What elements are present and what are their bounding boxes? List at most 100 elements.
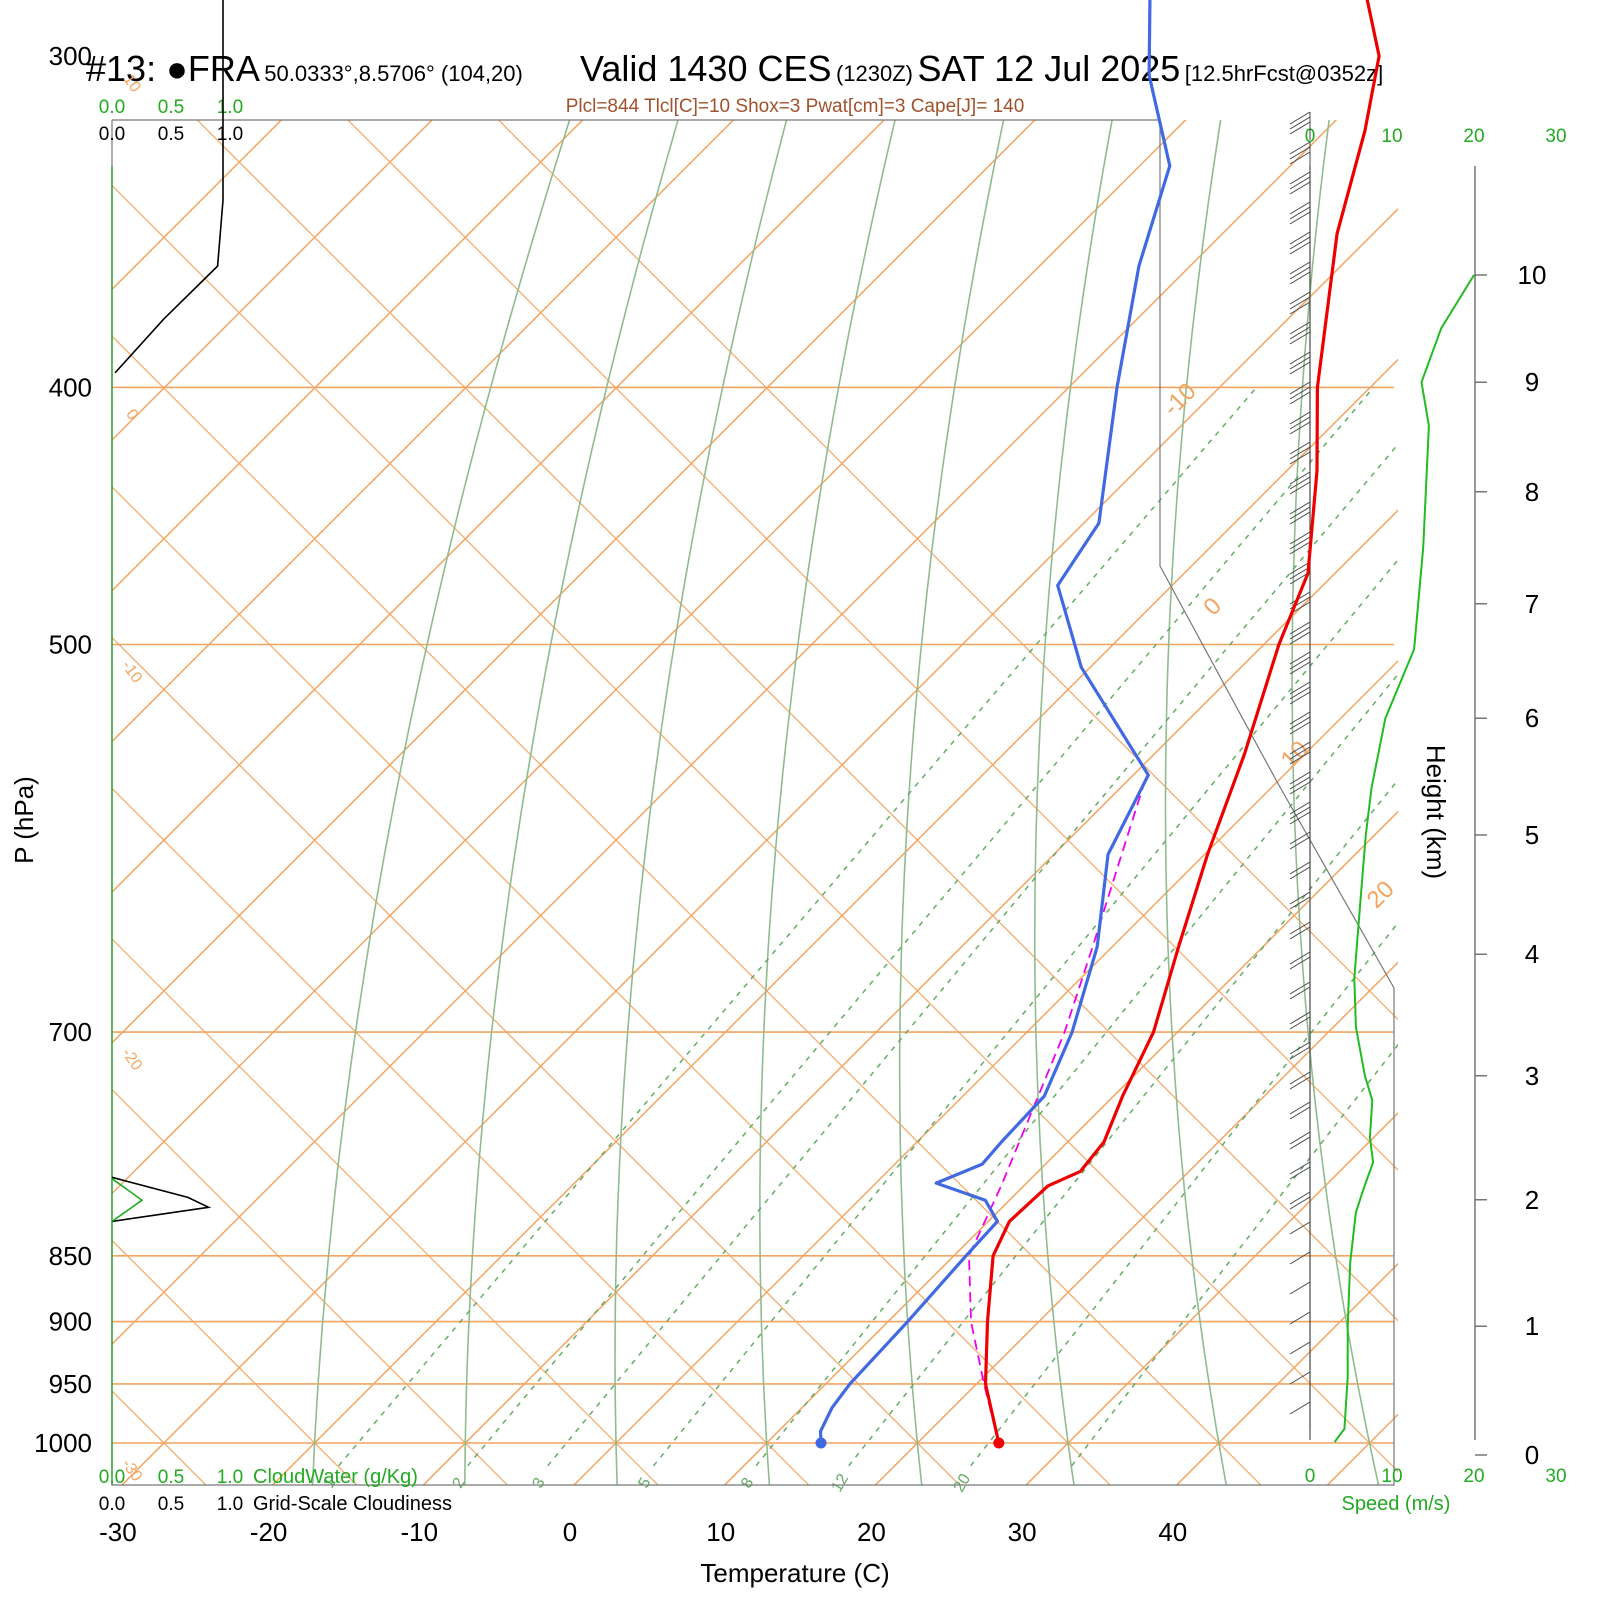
wind-barb-flag [1289, 861, 1311, 875]
wind-barb-flag [1289, 146, 1311, 160]
wind-barb-flag [1289, 1011, 1311, 1025]
wind-barb-flag [1289, 206, 1311, 220]
wind-barb-flag [1289, 781, 1311, 795]
wind-barb-flag [1289, 981, 1311, 995]
wind-barb-flag [1289, 776, 1311, 790]
y-tick-label: 500 [49, 630, 92, 660]
isotherm-line [120, 207, 1398, 1485]
forecast-info: [12.5hrFcst@0352z] [1184, 61, 1384, 86]
wind-barb-flag [1289, 261, 1311, 275]
dry-adiabat-line [464, 120, 679, 1485]
wind-barb-flag [1289, 481, 1311, 495]
wind-barb-flag [1289, 866, 1311, 880]
wind-barb-flag [1289, 301, 1311, 315]
wind-barb-flag [1289, 1106, 1311, 1120]
dewpoint-surface-point [815, 1437, 827, 1449]
speed-tick-label-top: 20 [1463, 126, 1484, 147]
isotherm-line [422, 509, 1398, 1485]
wind-barb-flag [1289, 1161, 1311, 1175]
wind-barb-flag [1289, 681, 1311, 695]
wind-barb-flag [1289, 121, 1311, 135]
height-tick-label: 5 [1525, 820, 1539, 850]
isentrope-line [196, 120, 1398, 1322]
speed-tick-label-bottom: 10 [1381, 1466, 1402, 1487]
wind-barb-flag [1289, 181, 1311, 195]
cloudwater-tick-top: 0.5 [158, 97, 184, 118]
wind-barbs [1289, 111, 1311, 1430]
wind-barb-flag [1289, 211, 1311, 225]
height-tick-label: 0 [1525, 1440, 1539, 1470]
mixing-ratio-line [970, 921, 1398, 1467]
isotherm-line [112, 120, 1036, 1044]
wind-barb-flag [1289, 1196, 1311, 1210]
wind-barb-flag [1289, 656, 1311, 670]
wind-barb-flag [1289, 416, 1311, 430]
dry-adiabat-line [311, 120, 571, 1485]
isotherm-label: -20 [118, 1045, 145, 1074]
wind-barb-flag [1289, 321, 1311, 335]
cloudiness-tick-top: 0.0 [99, 124, 125, 145]
wind-barb-flag [1289, 986, 1311, 1000]
wind-barb-flag [1289, 1341, 1311, 1355]
valid-time-header: Valid 1430 CES (1230Z) SAT 12 Jul 2025 [… [580, 48, 1383, 98]
chart-frame [111, 119, 1395, 1486]
wind-barb-flag [1289, 536, 1311, 550]
height-axis-label: Height (km) [1421, 745, 1451, 879]
cloudwater-tick-bottom: 0.0 [99, 1467, 125, 1488]
parcel-profile-line [968, 774, 1148, 1444]
wind-barb-flag [1289, 1191, 1311, 1205]
wind-barb-flag [1289, 1221, 1311, 1235]
wind-barb-flag [1289, 1071, 1311, 1085]
wind-barb-flag [1289, 621, 1311, 635]
wind-barb-flag [1289, 531, 1311, 545]
cloudwater-line [111, 1178, 144, 1223]
cloudiness-tick-bottom: 0.0 [99, 1494, 125, 1515]
dry-adiabat-line [1291, 120, 1380, 1485]
mixing-ratio-label: 2 [450, 1475, 469, 1491]
x-tick-label: 30 [1008, 1517, 1037, 1547]
wind-barb-flag [1289, 201, 1311, 215]
x-tick-label: -10 [401, 1517, 439, 1547]
wind-barb-flag [1289, 231, 1311, 245]
isentrope-line [112, 787, 810, 1485]
height-tick-label: 10 [1518, 260, 1547, 290]
wind-barb-flag [1289, 386, 1311, 400]
mixing-ratio-label: 5 [635, 1475, 654, 1491]
mixing-ratio-line [467, 386, 1375, 1467]
wind-barb-flag [1289, 691, 1311, 705]
wind-barb-flag [1289, 651, 1311, 665]
x-tick-label: 40 [1158, 1517, 1187, 1547]
wind-barb-flag [1289, 451, 1311, 465]
isotherm-line [112, 120, 1338, 1346]
indices-text: Plcl=844 Tlcl[C]=10 Shox=3 Pwat[cm]=3 Ca… [566, 96, 1025, 117]
height-tick-label: 7 [1525, 589, 1539, 619]
wind-barb-flag [1289, 1281, 1311, 1295]
y-tick-label: 850 [49, 1241, 92, 1271]
dewpoint-profile-line [818, 0, 1172, 1444]
x-tick-label: 20 [857, 1517, 886, 1547]
wind-barb-flag [1289, 361, 1311, 375]
wind-barb-flag [1289, 476, 1311, 490]
mixing-ratio-line [652, 558, 1398, 1467]
wind-barb-flag [1289, 446, 1311, 460]
wind-barb-flag [1289, 326, 1311, 340]
mixing-ratio-line [338, 386, 1258, 1467]
height-tick-label: 1 [1525, 1311, 1539, 1341]
x-tick-label: -30 [99, 1517, 137, 1547]
height-tick-label: 9 [1525, 367, 1539, 397]
wind-barb-flag [1289, 721, 1311, 735]
isotherm-label: -10 [1158, 378, 1202, 422]
wind-barb-flag [1289, 1311, 1311, 1325]
wind-barb-flag [1289, 1136, 1311, 1150]
isotherm-label: 0 [1198, 592, 1227, 621]
speed-tick-label-top: 30 [1545, 126, 1566, 147]
wind-barb-flag [1289, 591, 1311, 605]
wind-barb-flag [1289, 951, 1311, 965]
x-axis-label: Temperature (C) [700, 1558, 889, 1588]
wind-barb-flag [1289, 141, 1311, 155]
isotherm-label: 10 [120, 71, 144, 95]
cloudwater-tick-top: 0.0 [99, 97, 125, 118]
cloudiness-tick-bottom: 1.0 [217, 1494, 243, 1515]
isotherm-line [1025, 1112, 1398, 1485]
isotherm-line [723, 810, 1398, 1485]
